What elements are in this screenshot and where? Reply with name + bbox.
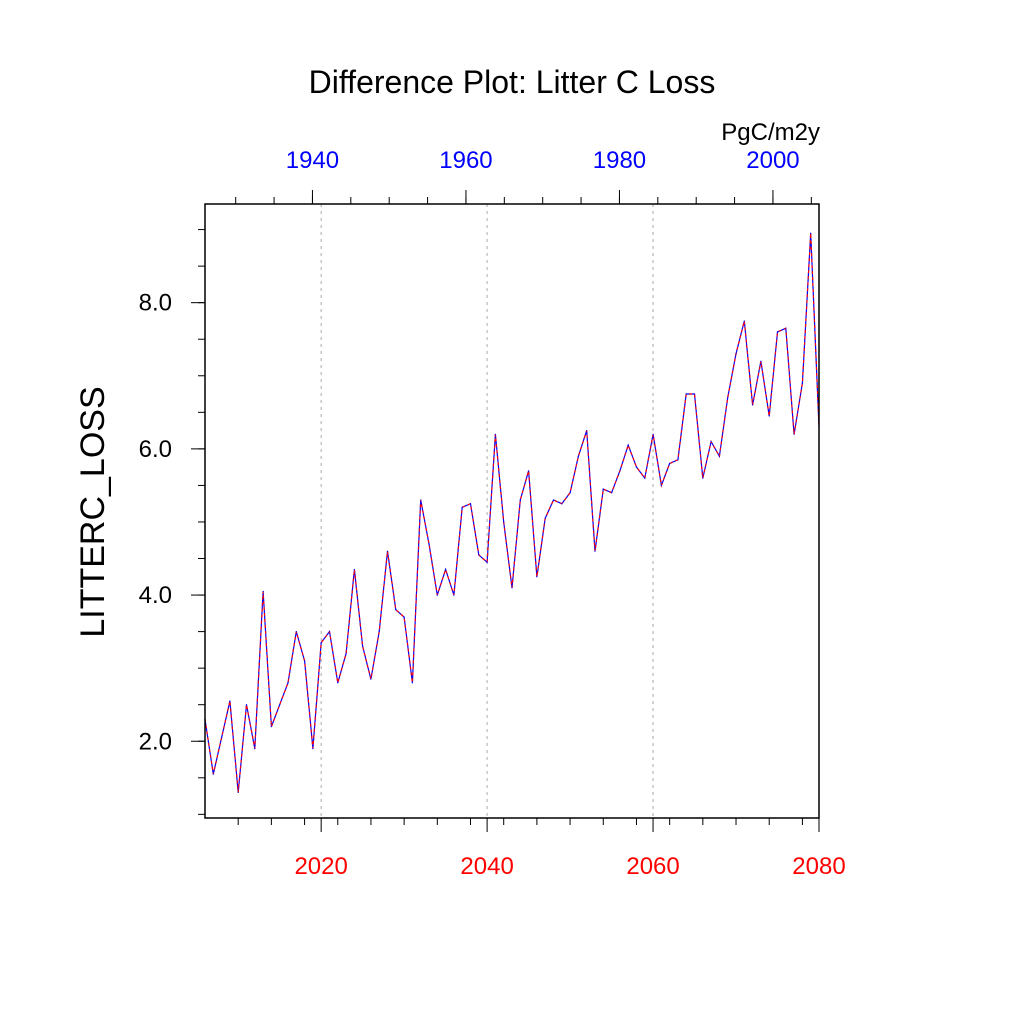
data-point [320, 642, 322, 644]
data-point [511, 587, 513, 589]
data-point [586, 430, 588, 432]
data-point [635, 466, 638, 468]
series-line [204, 233, 820, 793]
data-point [378, 631, 380, 633]
data-point [304, 660, 306, 662]
data-point [552, 499, 555, 501]
data-point [760, 360, 762, 362]
data-point [810, 232, 812, 234]
data-point [768, 415, 770, 417]
y-tick-label: 4.0 [139, 582, 172, 609]
data-point [644, 477, 646, 479]
data-point [743, 320, 745, 322]
y-tick-label: 8.0 [139, 290, 172, 317]
data-point [627, 444, 629, 446]
data-point [445, 568, 447, 571]
data-point [362, 645, 364, 647]
data-point [287, 682, 289, 684]
data-point [528, 470, 530, 472]
data-point [370, 678, 372, 680]
data-point [735, 353, 737, 355]
data-point [785, 327, 787, 329]
data-point [328, 631, 331, 633]
data-point [693, 393, 696, 395]
data-point [270, 726, 272, 728]
data-point [312, 748, 314, 750]
series-line-overlay [204, 233, 820, 793]
data-point [519, 499, 521, 501]
bottom-tick-label: 2080 [792, 853, 845, 880]
y-tick-label: 6.0 [139, 436, 172, 463]
data-point [602, 488, 604, 490]
y-tick-label: 2.0 [139, 728, 172, 755]
data-point [386, 550, 389, 552]
data-point [702, 477, 704, 479]
data-point [577, 455, 580, 457]
top-tick-label: 1980 [593, 147, 646, 174]
bottom-tick-label: 2020 [294, 853, 347, 880]
data-point [254, 748, 256, 750]
plot-frame [204, 203, 820, 819]
data-point [395, 609, 397, 611]
data-point [245, 704, 248, 706]
data-point [486, 561, 488, 563]
data-point [453, 594, 455, 596]
data-point [776, 331, 779, 333]
data-point [503, 521, 505, 523]
data-point [337, 682, 339, 684]
data-point [718, 455, 721, 457]
data-point [494, 433, 496, 435]
data-point [685, 393, 687, 395]
data-point [221, 737, 223, 739]
data-point [561, 503, 563, 505]
top-tick-label: 1940 [286, 147, 339, 174]
data-point [295, 631, 297, 633]
data-point [793, 433, 795, 435]
data-point [677, 459, 679, 461]
data-point [727, 397, 729, 399]
data-point [478, 554, 480, 556]
data-point [436, 594, 438, 596]
bottom-tick-label: 2060 [626, 853, 679, 880]
data-point [345, 652, 347, 655]
data-point [420, 499, 422, 501]
data-point [619, 470, 621, 472]
data-point [669, 462, 671, 465]
y-axis-label: LITTERC_LOSS [74, 386, 112, 637]
data-point [710, 441, 712, 443]
data-point [652, 433, 654, 435]
data-point [611, 492, 613, 494]
data-point [411, 682, 413, 684]
data-point [279, 704, 281, 706]
data-point [212, 773, 214, 775]
top-tick-label: 1960 [439, 147, 492, 174]
data-point [594, 550, 596, 552]
data-point [469, 503, 472, 505]
data-point [237, 791, 239, 794]
data-point [801, 382, 804, 384]
data-point [536, 576, 538, 578]
data-point [428, 543, 430, 545]
units-label: PgC/m2y [721, 119, 820, 146]
data-point [461, 506, 463, 508]
data-point [569, 492, 571, 494]
chart-title: Difference Plot: Litter C Loss [309, 64, 716, 100]
top-tick-label: 2000 [746, 147, 799, 174]
data-point [229, 700, 231, 702]
data-point [353, 568, 355, 571]
data-point [403, 616, 405, 618]
bottom-tick-label: 2040 [460, 853, 513, 880]
data-point [262, 590, 264, 593]
data-point [544, 517, 546, 519]
data-point [660, 484, 663, 486]
data-point [752, 404, 754, 406]
